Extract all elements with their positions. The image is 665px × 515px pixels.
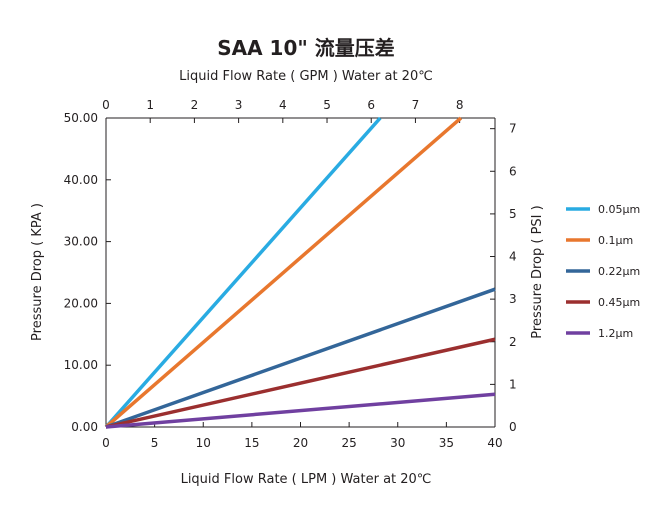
x2-tick-label: 7 — [412, 98, 420, 112]
legend: 0.05μm 0.1μm 0.22μm 0.45μm 1.2μm — [566, 203, 640, 340]
series-line — [104, 116, 463, 429]
y2-tick-label: 2 — [509, 335, 517, 349]
y-tick-label: 30.00 — [64, 235, 98, 249]
chart-title: SAA 10" 流量压差 — [217, 36, 395, 60]
legend-label: 0.1μm — [598, 234, 633, 247]
x-tick-label: 40 — [487, 436, 502, 450]
y-tick-label: 0.00 — [71, 420, 98, 434]
y2-tick-label: 7 — [509, 122, 517, 136]
series-group — [104, 116, 496, 429]
series-line — [104, 116, 382, 429]
legend-label: 0.45μm — [598, 296, 640, 309]
x-tick-label: 0 — [102, 436, 110, 450]
x2-tick-label: 8 — [456, 98, 464, 112]
x2-tick-label: 1 — [146, 98, 154, 112]
x2-tick-label: 5 — [323, 98, 331, 112]
x-tick-label: 25 — [341, 436, 356, 450]
x2-tick-label: 3 — [235, 98, 243, 112]
legend-label: 0.22μm — [598, 265, 640, 278]
series-line — [105, 337, 496, 429]
y2-tick-label: 6 — [509, 164, 517, 178]
x-axis-title: Liquid Flow Rate ( LPM ) Water at 20℃ — [181, 472, 432, 487]
axes: 0 5 10 15 20 25 30 35 400 1 2 3 4 5 6 7 80.0010.0020.003… — [64, 98, 517, 450]
x-tick-label: 20 — [293, 436, 308, 450]
x-tick-label: 30 — [390, 436, 405, 450]
series-line — [105, 392, 496, 429]
series-line — [105, 287, 496, 429]
y-tick-label: 40.00 — [64, 173, 98, 187]
y-tick-label: 50.00 — [64, 111, 98, 125]
x2-axis-title: Liquid Flow Rate ( GPM ) Water at 20℃ — [179, 69, 433, 84]
legend-label: 1.2μm — [598, 327, 633, 340]
y2-tick-label: 5 — [509, 207, 517, 221]
x2-tick-label: 2 — [191, 98, 199, 112]
y2-tick-label: 4 — [509, 250, 517, 264]
x-tick-label: 10 — [196, 436, 211, 450]
x2-tick-label: 0 — [102, 98, 110, 112]
y-tick-label: 20.00 — [64, 296, 98, 310]
legend-label: 0.05μm — [598, 203, 640, 216]
y-axis-title: Pressure Drop ( KPA ) — [30, 203, 45, 341]
x-tick-label: 15 — [244, 436, 259, 450]
x-tick-label: 35 — [439, 436, 454, 450]
y2-tick-label: 3 — [509, 292, 517, 306]
y-tick-label: 10.00 — [64, 358, 98, 372]
x2-tick-label: 6 — [367, 98, 375, 112]
x2-tick-label: 4 — [279, 98, 287, 112]
x-tick-label: 5 — [151, 436, 159, 450]
y2-tick-label: 1 — [509, 377, 517, 391]
y2-axis-title: Pressure Drop ( PSI ) — [530, 205, 545, 338]
y2-tick-label: 0 — [509, 420, 517, 434]
